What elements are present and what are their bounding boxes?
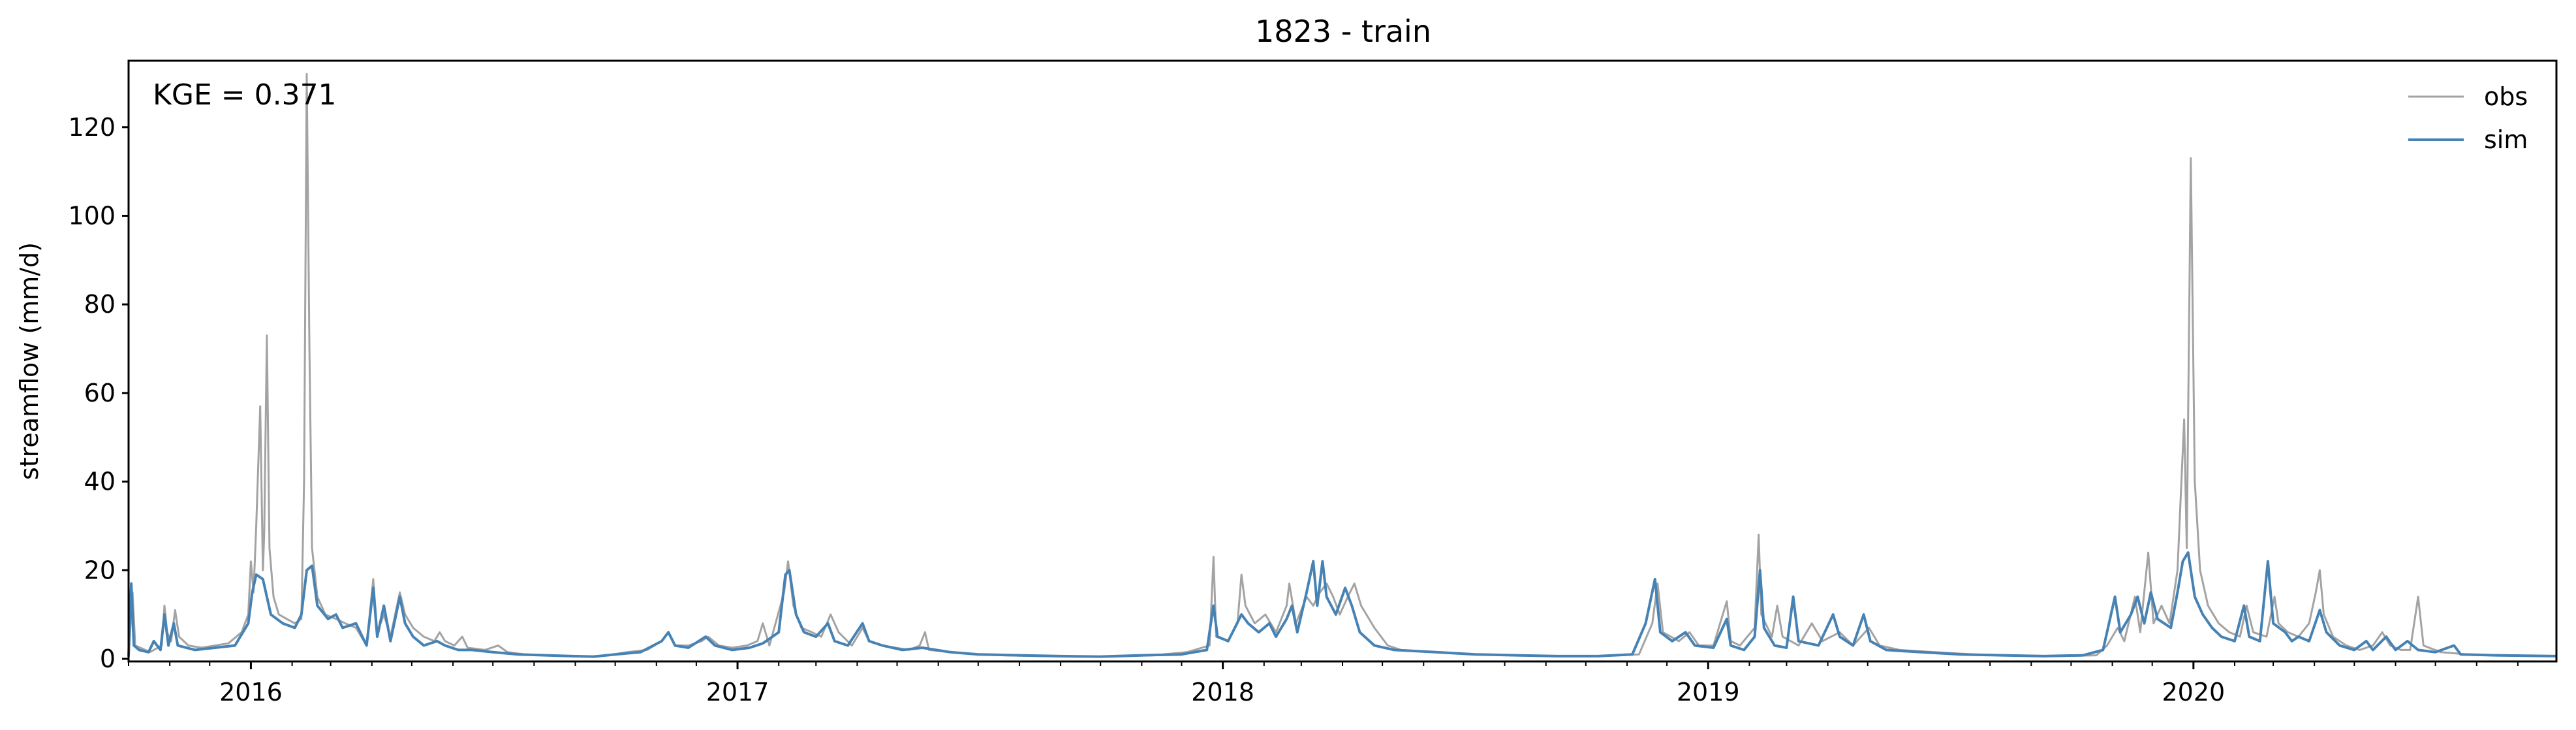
- y-axis-label: streamflow (mm/d): [15, 242, 44, 480]
- y-tick-label: 40: [84, 468, 116, 496]
- plot-area: [127, 72, 2557, 658]
- chart-title: 1823 - train: [1255, 14, 1431, 49]
- x-tick-label: 2016: [219, 678, 283, 706]
- legend-label-obs: obs: [2484, 82, 2528, 111]
- y-axis: 0 20 40 60 80 100 120: [68, 113, 129, 673]
- x-tick-label: 2017: [706, 678, 769, 706]
- y-tick-label: 80: [84, 290, 116, 319]
- series-line-obs: [127, 72, 2557, 658]
- x-tick-label: 2020: [2162, 678, 2225, 706]
- legend-label-sim: sim: [2484, 125, 2528, 154]
- series-line-sim: [127, 551, 2557, 658]
- x-tick-label: 2018: [1191, 678, 1254, 706]
- x-axis: 2016 2017 2018 2019 2020: [128, 661, 2519, 706]
- legend: obs sim: [2408, 82, 2528, 154]
- x-tick-label: 2019: [1677, 678, 1740, 706]
- y-tick-label: 20: [84, 556, 116, 584]
- y-tick-label: 60: [84, 379, 116, 407]
- y-tick-label: 120: [68, 113, 116, 142]
- kge-annotation: KGE = 0.371: [153, 78, 337, 112]
- y-tick-label: 100: [68, 201, 116, 230]
- y-tick-label: 0: [100, 644, 116, 673]
